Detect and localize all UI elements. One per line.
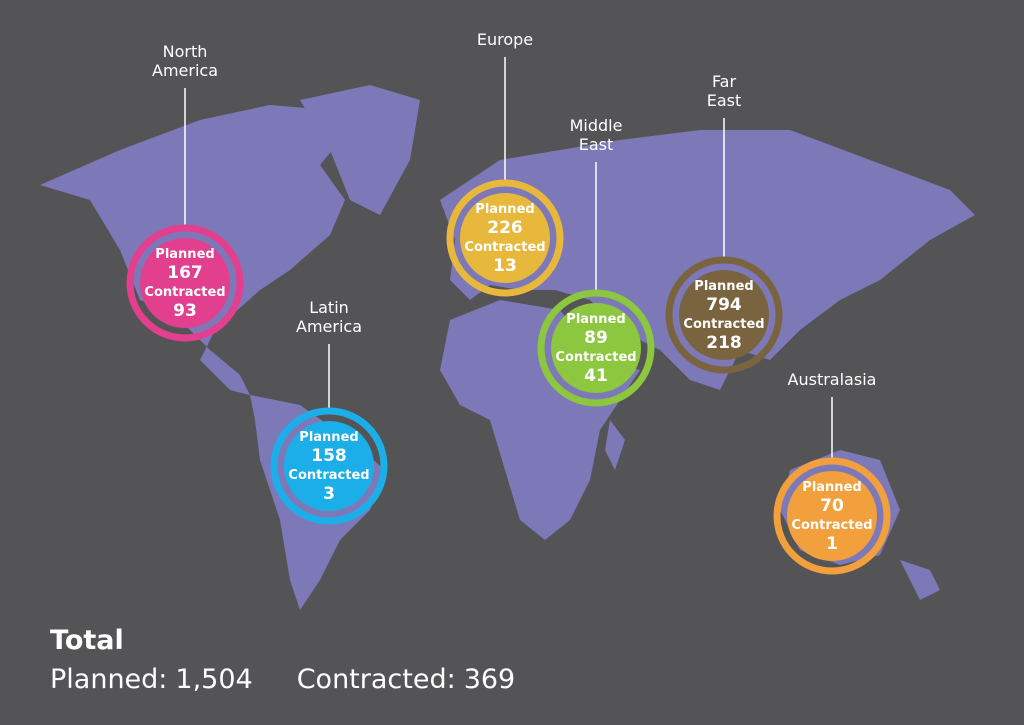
region-disc (140, 238, 230, 328)
contracted-value: 1 (826, 534, 838, 554)
planned-label: Planned (155, 247, 215, 262)
region-counts: Planned 158 Contracted 3 (279, 428, 379, 504)
total-contracted: 369 (463, 664, 516, 695)
total-planned-label: Planned: (50, 664, 168, 695)
region-disc (551, 303, 641, 393)
contracted-label: Contracted (144, 285, 226, 300)
contracted-value: 41 (584, 366, 608, 386)
planned-label: Planned (299, 430, 359, 445)
region-counts: Planned 794 Contracted 218 (674, 277, 774, 353)
region-disc (284, 421, 374, 511)
total: Total Planned: 1,504 Contracted: 369 (50, 625, 523, 695)
region-counts: Planned 226 Contracted 13 (455, 200, 555, 276)
total-contracted-label: Contracted: (296, 664, 456, 695)
planned-value: 158 (311, 446, 347, 466)
total-planned: 1,504 (175, 664, 253, 695)
total-row: Planned: 1,504 Contracted: 369 (50, 664, 523, 695)
region-counts: Planned 70 Contracted 1 (782, 478, 882, 554)
contracted-label: Contracted (555, 350, 637, 365)
contracted-label: Contracted (464, 240, 546, 255)
contracted-label: Contracted (288, 468, 370, 483)
region-name: Middle East (569, 116, 623, 154)
region-ring (537, 289, 655, 407)
planned-value: 167 (167, 263, 203, 283)
region-ring (665, 256, 783, 374)
region-ring (270, 407, 388, 525)
contracted-value: 13 (493, 256, 517, 276)
planned-value: 70 (820, 496, 844, 516)
contracted-label: Contracted (683, 317, 765, 332)
contracted-value: 218 (706, 333, 742, 353)
planned-value: 794 (706, 295, 742, 315)
region-disc (679, 270, 769, 360)
total-title: Total (50, 625, 124, 656)
planned-label: Planned (694, 279, 754, 294)
region-name: Australasia (787, 370, 877, 389)
planned-label: Planned (802, 480, 862, 495)
region-name: Latin America (296, 298, 362, 336)
contracted-value: 93 (173, 301, 197, 321)
contracted-label: Contracted (791, 518, 873, 533)
planned-value: 89 (584, 328, 608, 348)
region-name: Europe (476, 30, 534, 49)
planned-label: Planned (566, 312, 626, 327)
contracted-value: 3 (323, 484, 335, 504)
planned-value: 226 (487, 218, 523, 238)
region-ring (773, 457, 891, 575)
region-ring (446, 179, 564, 297)
planned-label: Planned (475, 202, 535, 217)
region-disc (787, 471, 877, 561)
region-name: Far East (706, 72, 742, 110)
region-name: North America (152, 42, 218, 80)
region-disc (460, 193, 550, 283)
region-counts: Planned 89 Contracted 41 (546, 310, 646, 386)
region-counts: Planned 167 Contracted 93 (135, 245, 235, 321)
region-ring (126, 224, 244, 342)
